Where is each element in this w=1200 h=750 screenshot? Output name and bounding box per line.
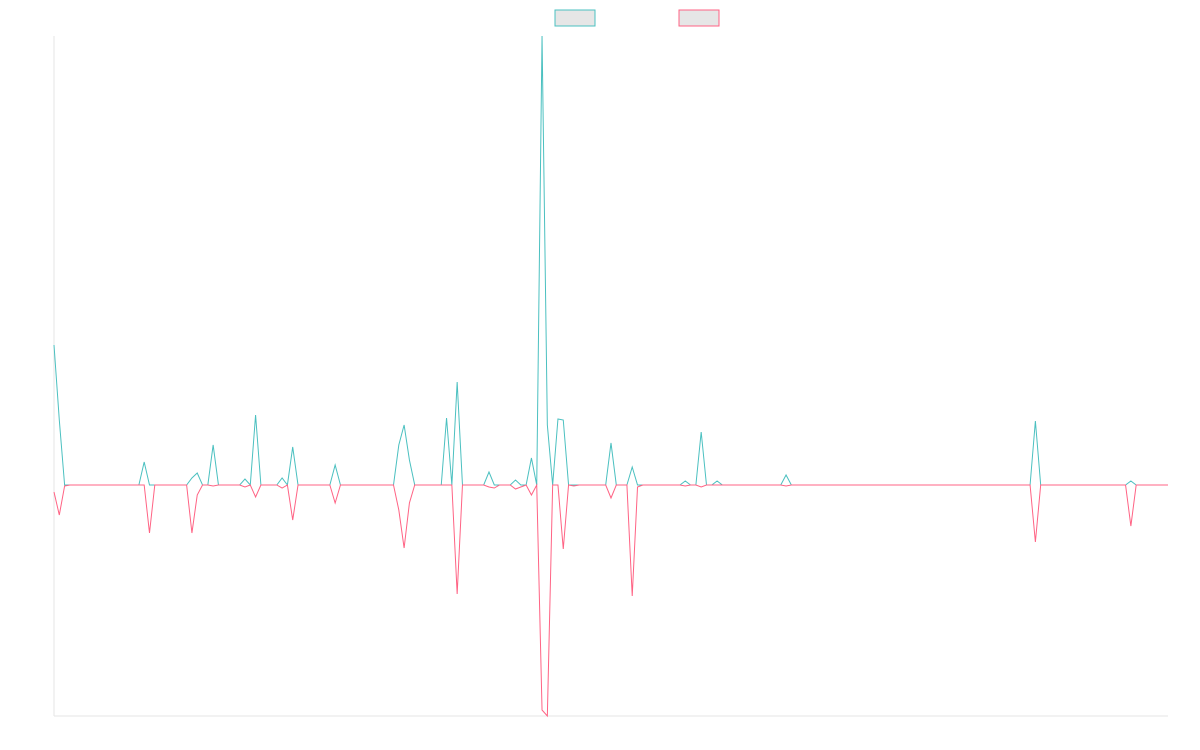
legend-swatch <box>554 9 596 27</box>
line-series <box>53 483 1168 718</box>
legend-swatch <box>678 9 720 27</box>
line-series <box>53 35 1168 487</box>
